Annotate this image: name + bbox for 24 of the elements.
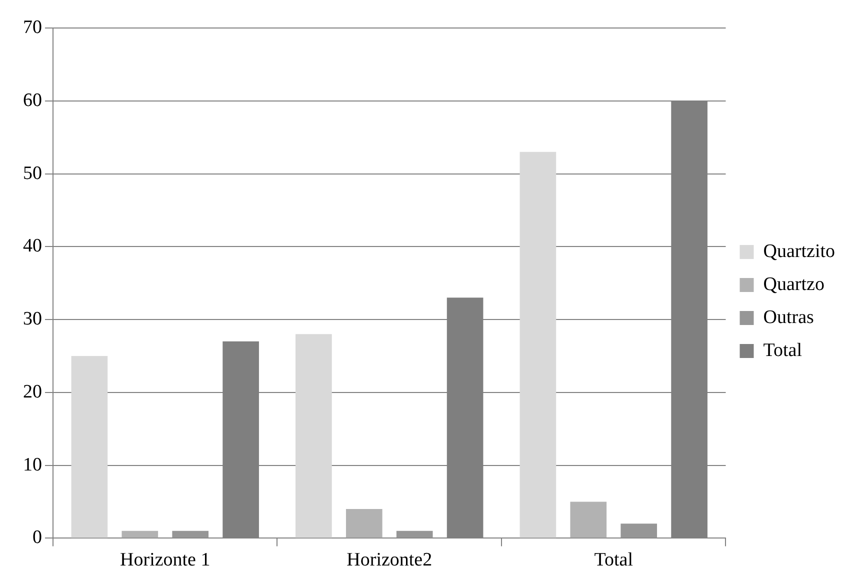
legend-label: Total (763, 340, 802, 361)
bar (570, 502, 607, 538)
y-tick-label: 10 (23, 454, 42, 476)
bar (122, 530, 158, 538)
x-tick-label: Total (594, 550, 634, 571)
legend-label: Outras (763, 306, 814, 328)
y-tick-label: 70 (23, 16, 42, 38)
bar (346, 509, 382, 538)
y-tick-label: 20 (23, 381, 42, 402)
y-tick-label: 60 (23, 90, 42, 111)
x-tick-label: Horizonte 1 (120, 550, 210, 571)
legend-label: Quartzito (763, 240, 836, 262)
bar (172, 530, 209, 538)
legend-label: Quartzo (763, 274, 824, 295)
y-tick-label: 0 (32, 527, 42, 548)
y-tick-label: 30 (23, 308, 42, 330)
bar (396, 530, 433, 538)
bar (296, 334, 332, 538)
bar (520, 152, 556, 538)
x-tick-label: Horizonte2 (346, 550, 432, 571)
y-tick-label: 50 (23, 162, 42, 184)
y-tick-label: 40 (23, 236, 42, 257)
bar (71, 356, 108, 538)
bar (620, 524, 658, 538)
